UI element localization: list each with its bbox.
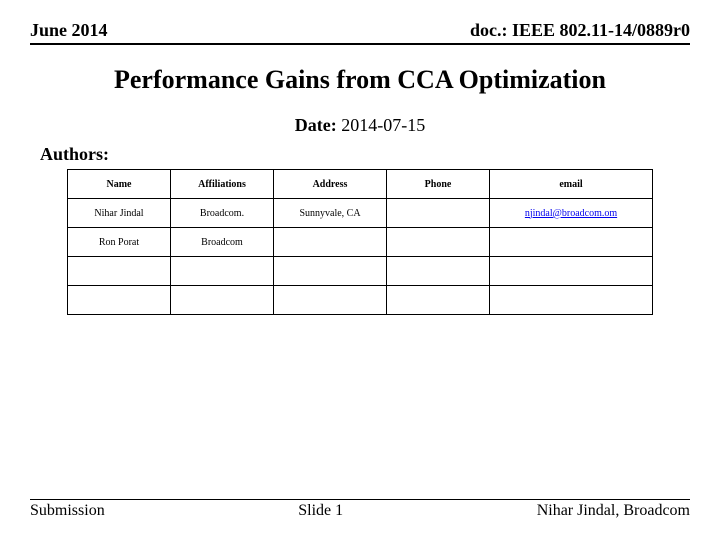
cell-affiliation: Broadcom. (171, 199, 274, 228)
col-header-address: Address (274, 170, 387, 199)
cell-name: Ron Porat (68, 228, 171, 257)
date-value: 2014-07-15 (341, 115, 425, 135)
cell-email (490, 228, 653, 257)
cell-name: Nihar Jindal (68, 199, 171, 228)
cell-affiliation (171, 257, 274, 286)
cell-email (490, 257, 653, 286)
col-header-affiliations: Affiliations (171, 170, 274, 199)
cell-phone (387, 257, 490, 286)
col-header-phone: Phone (387, 170, 490, 199)
cell-address: Sunnyvale, CA (274, 199, 387, 228)
table-row: Nihar Jindal Broadcom. Sunnyvale, CA nji… (68, 199, 653, 228)
cell-name (68, 286, 171, 315)
footer-row: Submission Slide 1 Nihar Jindal, Broadco… (30, 499, 690, 520)
cell-phone (387, 286, 490, 315)
slide-page: June 2014 doc.: IEEE 802.11-14/0889r0 Pe… (0, 0, 720, 540)
table-header-row: Name Affiliations Address Phone email (68, 170, 653, 199)
cell-address (274, 228, 387, 257)
table-row (68, 257, 653, 286)
cell-address (274, 257, 387, 286)
col-header-name: Name (68, 170, 171, 199)
header-doc-id: doc.: IEEE 802.11-14/0889r0 (470, 20, 690, 41)
authors-table: Name Affiliations Address Phone email Ni… (67, 169, 653, 315)
cell-email (490, 286, 653, 315)
table-row: Ron Porat Broadcom (68, 228, 653, 257)
date-label: Date: (295, 115, 337, 135)
footer-center: Slide 1 (298, 502, 343, 520)
table-row (68, 286, 653, 315)
authors-label: Authors: (40, 144, 690, 165)
email-link[interactable]: njindal@broadcom.om (525, 208, 617, 219)
footer-left: Submission (30, 502, 105, 520)
footer-right: Nihar Jindal, Broadcom (537, 502, 690, 520)
col-header-email: email (490, 170, 653, 199)
header-date: June 2014 (30, 20, 108, 41)
cell-name (68, 257, 171, 286)
cell-affiliation (171, 286, 274, 315)
cell-address (274, 286, 387, 315)
header-row: June 2014 doc.: IEEE 802.11-14/0889r0 (30, 20, 690, 45)
date-line: Date: 2014-07-15 (30, 115, 690, 136)
cell-affiliation: Broadcom (171, 228, 274, 257)
cell-phone (387, 228, 490, 257)
cell-email: njindal@broadcom.om (490, 199, 653, 228)
page-title: Performance Gains from CCA Optimization (30, 65, 690, 95)
cell-phone (387, 199, 490, 228)
